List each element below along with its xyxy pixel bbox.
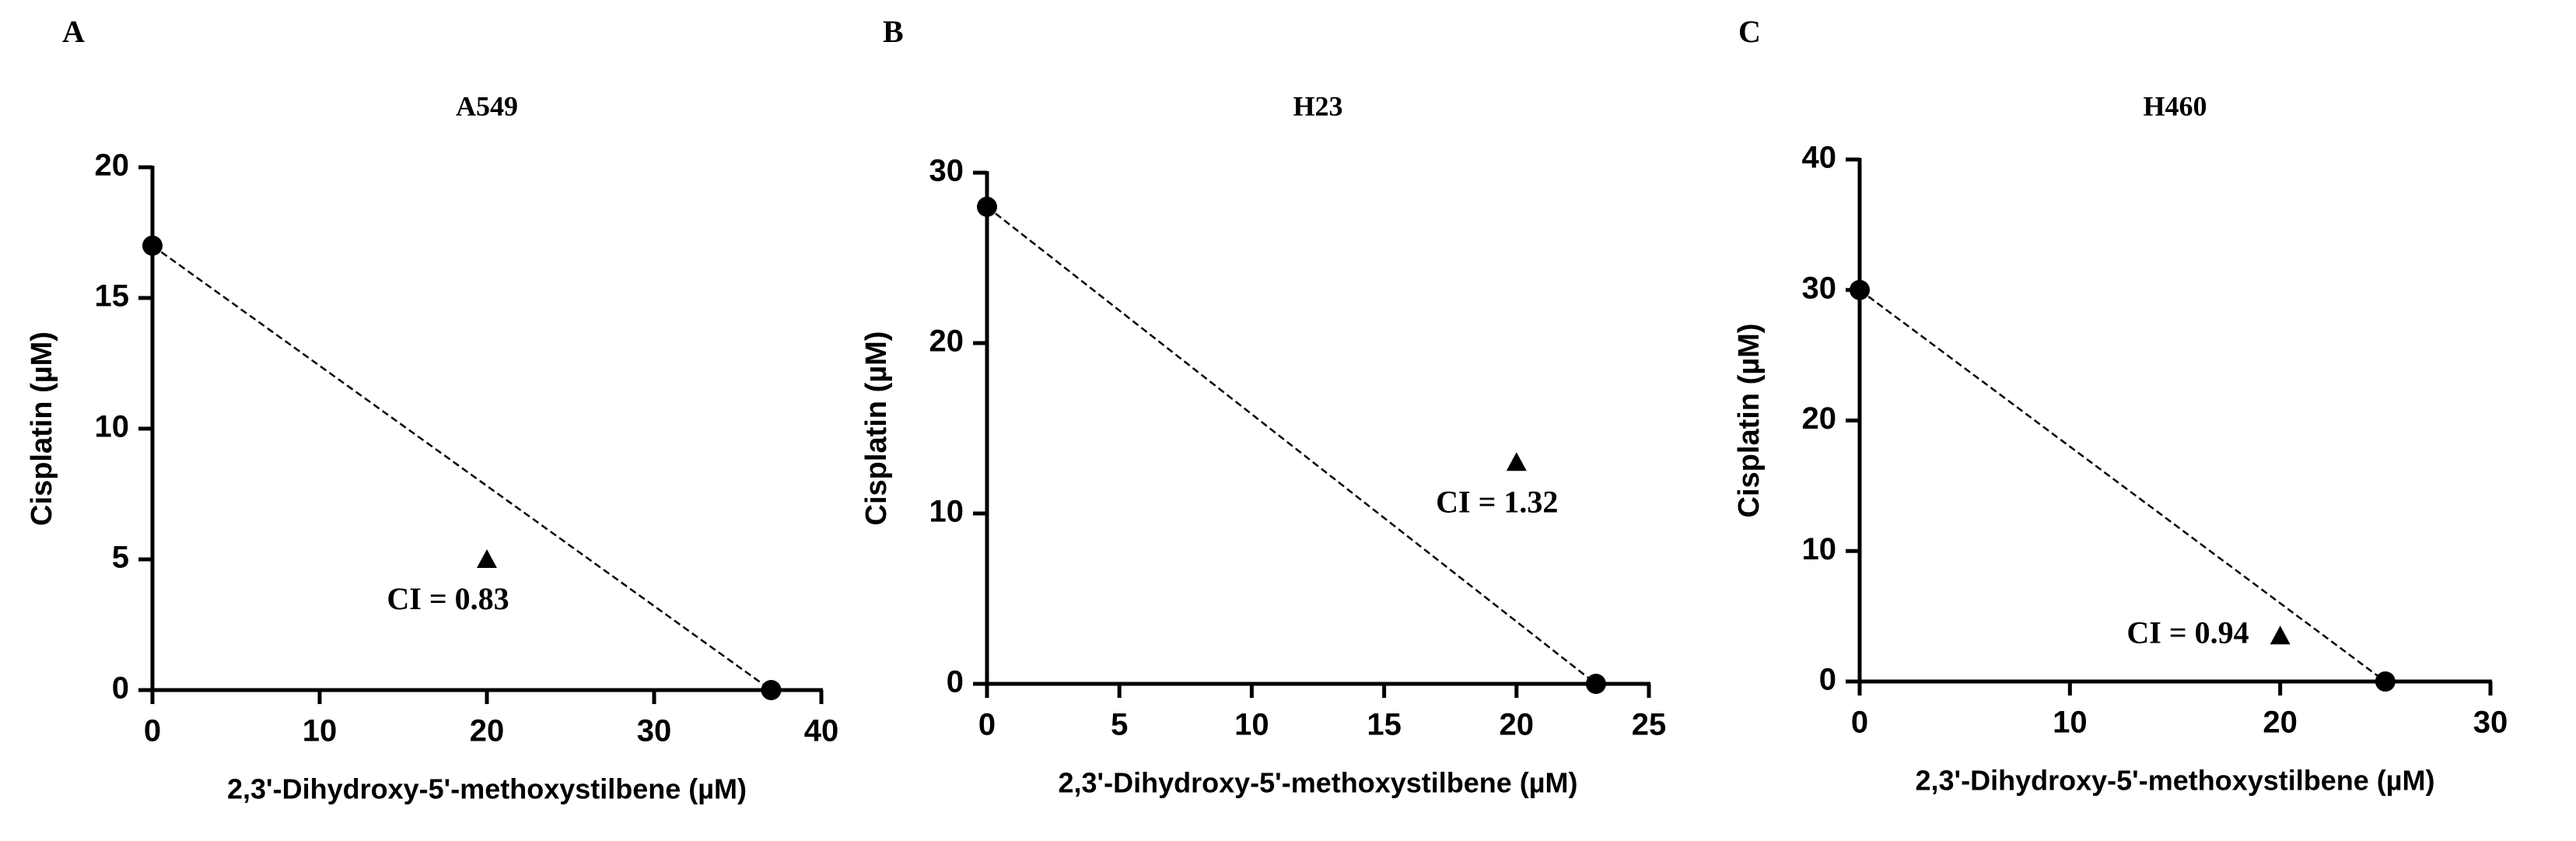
y-axis-label: Cisplatin (µM) [26, 331, 58, 526]
triangle-point [1506, 452, 1527, 471]
chart-title: H460 [2143, 90, 2207, 121]
y-tick-label: 0 [947, 665, 964, 699]
circle-point [1850, 279, 1870, 300]
x-tick-label: 0 [1851, 706, 1868, 740]
isobole-line [152, 244, 772, 692]
panel-label: A [62, 14, 85, 49]
x-axis-label: 2,3'-Dihydroxy-5'-methoxystilbene (µM) [1059, 767, 1578, 799]
y-tick-label: 0 [1819, 663, 1836, 697]
panel-label: B [883, 14, 904, 49]
x-tick-label: 10 [1234, 708, 1269, 742]
x-tick-label: 0 [978, 708, 996, 742]
y-tick-label: 20 [95, 149, 130, 183]
x-tick-label: 20 [1500, 708, 1535, 742]
y-tick-label: 30 [1802, 271, 1837, 305]
x-tick-label: 0 [144, 714, 161, 748]
y-tick-label: 30 [929, 154, 964, 188]
x-tick-label: 10 [303, 714, 338, 748]
x-axis-label: 2,3'-Dihydroxy-5'-methoxystilbene (µM) [1916, 765, 2435, 797]
x-tick-label: 15 [1367, 708, 1402, 742]
panel-label: C [1738, 14, 1761, 49]
y-tick-label: 40 [1802, 141, 1837, 175]
y-tick-label: 10 [95, 410, 130, 444]
x-tick-label: 30 [2473, 706, 2508, 740]
x-tick-label: 25 [1632, 708, 1667, 742]
y-tick-label: 20 [929, 324, 964, 359]
y-tick-label: 15 [95, 279, 130, 314]
y-tick-label: 20 [1802, 401, 1837, 436]
x-tick-label: 20 [470, 714, 505, 748]
y-tick-label: 10 [1802, 532, 1837, 566]
triangle-point [477, 549, 497, 568]
circle-point [142, 235, 163, 256]
chart-title: H23 [1293, 90, 1342, 121]
ci-annotation: CI = 1.32 [1436, 484, 1558, 519]
isobole-line [986, 205, 1597, 685]
y-tick-label: 0 [112, 671, 129, 706]
y-tick-label: 10 [929, 495, 964, 529]
x-tick-label: 30 [637, 714, 672, 748]
y-axis-label: Cisplatin (µM) [860, 331, 893, 526]
x-tick-label: 20 [2263, 706, 2298, 740]
circle-point [761, 680, 782, 700]
circle-point [2375, 671, 2396, 692]
ci-annotation: CI = 0.83 [387, 581, 509, 616]
isobole-line [1859, 289, 2386, 683]
triangle-point [2270, 625, 2291, 645]
circle-point [977, 196, 997, 217]
x-tick-label: 40 [804, 714, 839, 748]
y-axis-label: Cisplatin (µM) [1733, 324, 1766, 518]
x-axis-label: 2,3'-Dihydroxy-5'-methoxystilbene (µM) [227, 773, 747, 805]
ci-annotation: CI = 0.94 [2126, 615, 2249, 650]
chart-title: A549 [456, 90, 518, 121]
circle-point [1585, 674, 1606, 694]
x-tick-label: 10 [2053, 706, 2088, 740]
x-tick-label: 5 [1111, 708, 1128, 742]
y-tick-label: 5 [112, 541, 129, 575]
